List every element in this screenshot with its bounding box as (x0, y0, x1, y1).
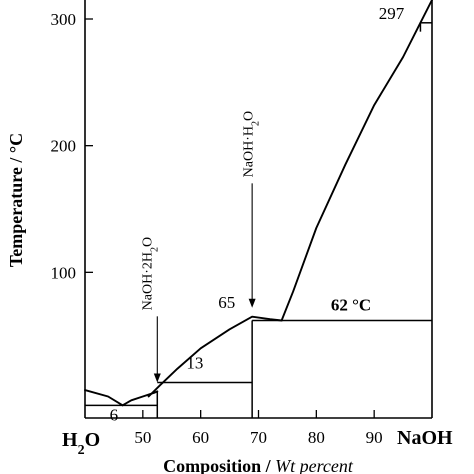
y-axis-label: Temperature / °C (6, 133, 26, 267)
arrow-head-dihydrate (153, 373, 161, 383)
x-tick-label: 50 (134, 428, 151, 447)
arrow-head-monohydrate (248, 298, 256, 308)
label-62c: 62 °C (331, 295, 371, 314)
x-axis-label-main: Composition (163, 456, 261, 474)
formula-part: NaOH·H (242, 126, 257, 177)
y-tick-label: 200 (51, 137, 77, 156)
x-tick-label: 80 (308, 428, 325, 447)
formula-part: O (242, 111, 257, 121)
x-tick-label: 60 (192, 428, 209, 447)
subscript: 2 (250, 121, 261, 126)
x-tick-label: 70 (250, 428, 267, 447)
compound-label-monohydrate: NaOH·H2O (242, 111, 262, 177)
liquidus-curve-liquidus-ice (84, 389, 124, 407)
label-13: 13 (186, 354, 203, 373)
formula-part: O (85, 429, 101, 451)
formula-part: O (141, 237, 156, 247)
label-65: 65 (218, 293, 235, 312)
compound-label-dihydrate: NaOH·2H2O (141, 237, 161, 310)
x-axis-label-sep: / (261, 456, 275, 474)
liquidus-curve-liquidus-anhydrous (280, 0, 433, 322)
liquidus-curve-liquidus-monohydrate (147, 315, 283, 398)
label-6: 6 (110, 406, 119, 425)
x-axis-label: Composition / Wt percent (163, 456, 354, 474)
label-297: 297 (379, 4, 405, 23)
x-end-label-right: NaOH (397, 427, 453, 449)
y-tick-label: 300 (51, 10, 77, 29)
liquidus-curve-liquidus-dihydrate (121, 390, 159, 407)
x-tick-label: 90 (366, 428, 383, 447)
x-axis-label-unit: Wt percent (275, 456, 354, 474)
x-end-label-left: H2O (62, 429, 100, 458)
subscript: 2 (78, 443, 85, 458)
y-tick-label: 100 (51, 263, 77, 282)
subscript: 2 (149, 247, 160, 252)
formula-part: NaOH·2H (141, 252, 156, 310)
formula-part: H (62, 429, 78, 451)
phase-boundaries (84, 0, 433, 418)
